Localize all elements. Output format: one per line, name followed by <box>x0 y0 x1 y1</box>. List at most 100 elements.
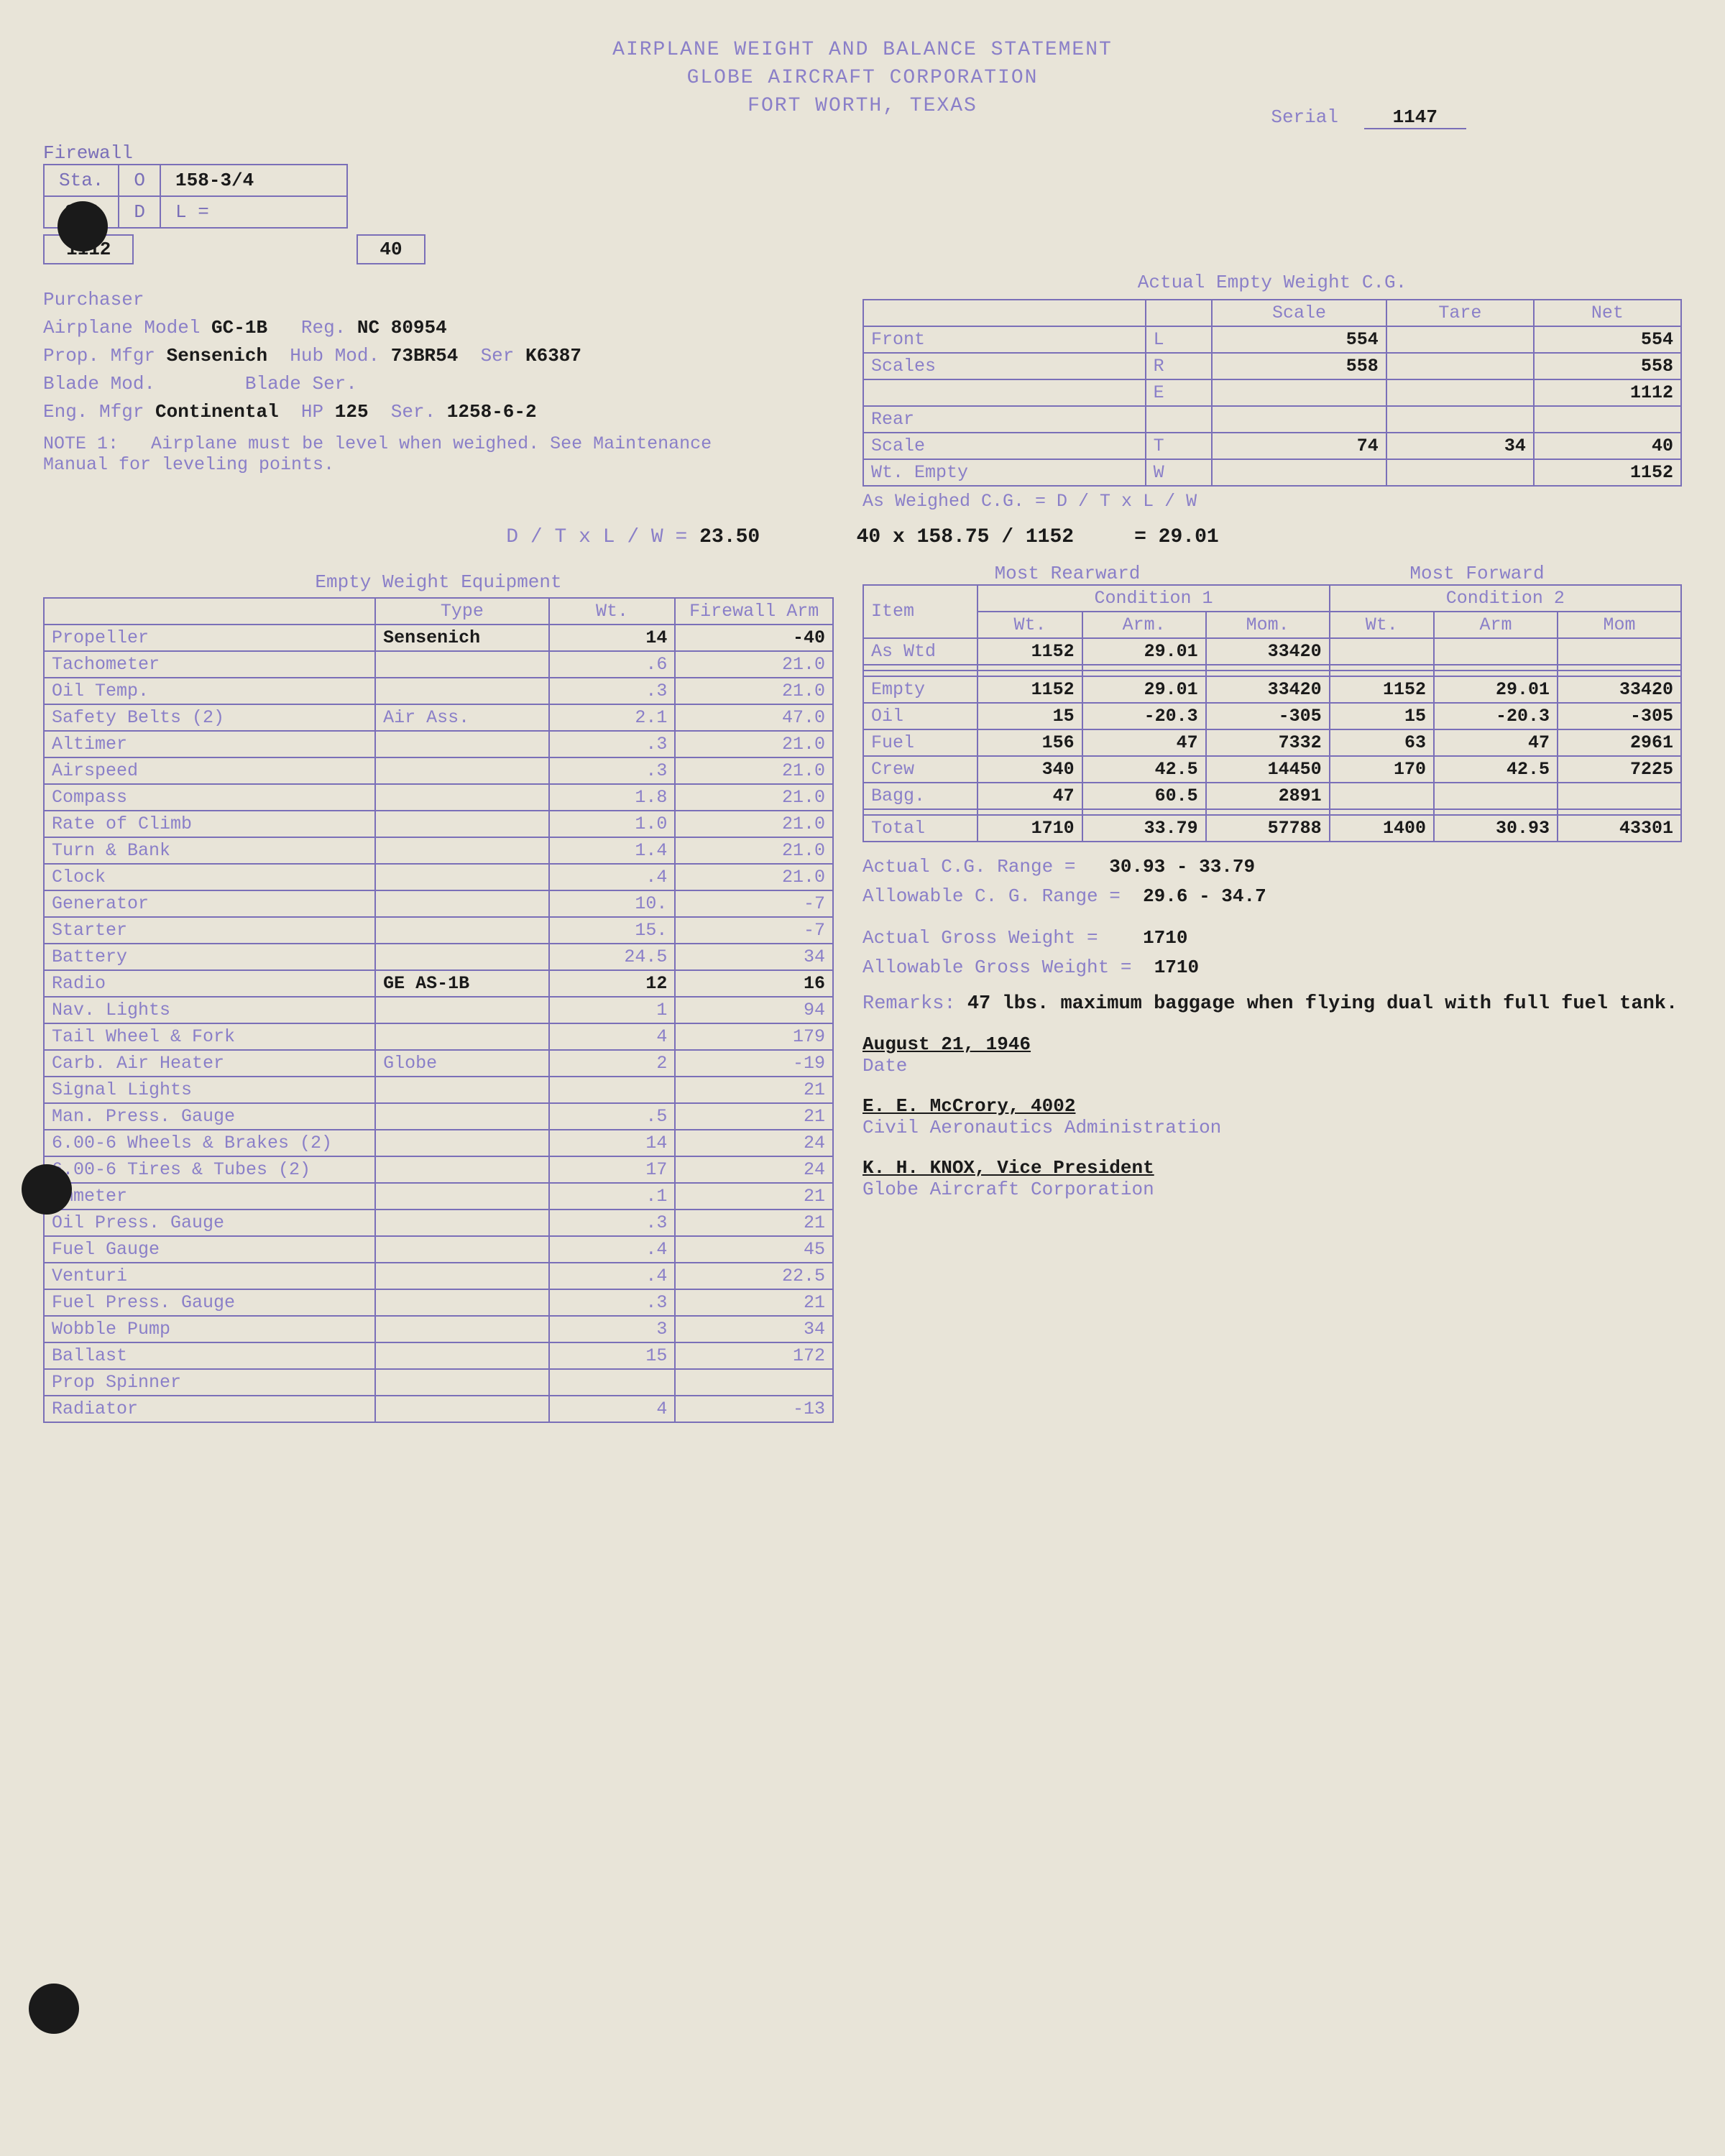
equipment-cell <box>549 1369 676 1396</box>
note-section: NOTE 1: Airplane must be level when weig… <box>43 433 762 475</box>
equipment-row: Compass1.821.0 <box>44 784 833 811</box>
equipment-cell <box>375 917 549 944</box>
equipment-cell: 2.1 <box>549 704 676 731</box>
condition-cell: Oil <box>863 703 978 729</box>
condition-cell: As Wtd <box>863 638 978 665</box>
condition-row <box>863 665 1681 671</box>
punch-hole <box>58 201 108 252</box>
bladeser-label: Blade Ser. <box>245 373 357 395</box>
equipment-cell: Ammeter <box>44 1183 375 1210</box>
signature-1: E. E. McCrory, 4002 Civil Aeronautics Ad… <box>862 1095 1682 1138</box>
cg-cell: 74 <box>1212 433 1386 459</box>
equipment-cell: Wobble Pump <box>44 1316 375 1342</box>
actual-cg-value: 30.93 - 33.79 <box>1109 856 1255 877</box>
equipment-cell: -7 <box>675 917 833 944</box>
equipment-cell <box>375 811 549 837</box>
allow-gw-value: 1710 <box>1154 957 1199 978</box>
condition-cell: 47 <box>1434 729 1558 756</box>
equipment-row: Venturi.422.5 <box>44 1263 833 1289</box>
condition-cell <box>1206 665 1330 671</box>
equipment-cell: Rate of Climb <box>44 811 375 837</box>
equipment-cell: -7 <box>675 890 833 917</box>
cg-cell: Scale <box>863 433 1146 459</box>
cg-cell <box>863 379 1146 406</box>
condition-cell: 33420 <box>1206 638 1330 665</box>
cg-cell <box>1212 459 1386 486</box>
cg-row: E1112 <box>863 379 1681 406</box>
equipment-row: Man. Press. Gauge.521 <box>44 1103 833 1130</box>
serial-value: 1147 <box>1364 106 1466 129</box>
equipment-row: Turn & Bank1.421.0 <box>44 837 833 864</box>
condition-cell: 340 <box>978 756 1082 783</box>
equipment-cell: 21.0 <box>675 731 833 757</box>
equipment-row: Tachometer.621.0 <box>44 651 833 678</box>
equipment-row: Altimer.321.0 <box>44 731 833 757</box>
condition-cell: 156 <box>978 729 1082 756</box>
equipment-cell <box>375 1369 549 1396</box>
equipment-cell: Oil Temp. <box>44 678 375 704</box>
condition-cell: -20.3 <box>1082 703 1206 729</box>
equipment-cell <box>375 997 549 1023</box>
condition-row: Empty115229.0133420115229.0133420 <box>863 676 1681 703</box>
equipment-cell: Prop Spinner <box>44 1369 375 1396</box>
equipment-row: Fuel Gauge.445 <box>44 1236 833 1263</box>
equipment-cell: 15. <box>549 917 676 944</box>
equipment-row: Battery24.534 <box>44 944 833 970</box>
equipment-cell: Clock <box>44 864 375 890</box>
equipment-cell <box>375 757 549 784</box>
condition-row: Bagg.4760.52891 <box>863 783 1681 809</box>
equipment-cell <box>375 944 549 970</box>
equipment-cell: 24 <box>675 1130 833 1156</box>
equipment-cell: .6 <box>549 651 676 678</box>
equipment-cell: 10. <box>549 890 676 917</box>
equipment-row: Carb. Air HeaterGlobe2-19 <box>44 1050 833 1077</box>
equipment-cell: 17 <box>549 1156 676 1183</box>
cg-row: ScaleT743440 <box>863 433 1681 459</box>
equipment-cell: Signal Lights <box>44 1077 375 1103</box>
cg-cell <box>1386 379 1534 406</box>
cg-header-row: Scale Tare Net <box>863 300 1681 326</box>
equipment-cell: 47.0 <box>675 704 833 731</box>
conditions-header: Most Rearward Most Forward <box>862 563 1682 584</box>
equipment-cell <box>375 1130 549 1156</box>
condition-cell: 2961 <box>1558 729 1681 756</box>
equipment-row: Prop Spinner <box>44 1369 833 1396</box>
engser-value: 1258-6-2 <box>447 401 537 423</box>
condition-cell: Total <box>863 815 978 842</box>
equipment-cell <box>375 1236 549 1263</box>
condition-row: Crew34042.51445017042.57225 <box>863 756 1681 783</box>
condition-cell: 33420 <box>1558 676 1681 703</box>
equipment-cell: .3 <box>549 678 676 704</box>
equipment-cell <box>375 784 549 811</box>
condition-cell <box>863 665 978 671</box>
equipment-cell: 12 <box>549 970 676 997</box>
condition-cell <box>1330 638 1434 665</box>
note-label: NOTE 1: <box>43 433 119 454</box>
sta-label: Sta. <box>44 165 119 196</box>
condition-cell <box>1558 809 1681 815</box>
equipment-cell: 14 <box>549 1130 676 1156</box>
actual-gw-label: Actual Gross Weight = <box>862 927 1098 949</box>
equipment-cell: 21 <box>675 1077 833 1103</box>
calc-result2: = 29.01 <box>1134 526 1219 548</box>
cg-cell: 34 <box>1386 433 1534 459</box>
cg-cell <box>1386 459 1534 486</box>
reg-label: Reg. <box>301 317 346 338</box>
allow-cg-label: Allowable C. G. Range = <box>862 885 1121 907</box>
equipment-cell <box>375 731 549 757</box>
cg-cell: E <box>1146 379 1213 406</box>
remarks-section: Remarks: 47 lbs. maximum baggage when fl… <box>862 993 1682 1015</box>
condition-cell: 1710 <box>978 815 1082 842</box>
equipment-row: Signal Lights 21 <box>44 1077 833 1103</box>
cg-cell: 1152 <box>1534 459 1681 486</box>
rear-label: Most Rearward <box>862 563 1272 584</box>
condition-cell: 42.5 <box>1082 756 1206 783</box>
equipment-cell: Oil Press. Gauge <box>44 1210 375 1236</box>
equipment-cell: 3 <box>549 1316 676 1342</box>
equipment-cell: Starter <box>44 917 375 944</box>
condition-cell: 170 <box>1330 756 1434 783</box>
condition-cell <box>1434 638 1558 665</box>
purchaser-label: Purchaser <box>43 289 144 310</box>
equipment-row: Oil Temp. .321.0 <box>44 678 833 704</box>
equipment-cell: 21.0 <box>675 678 833 704</box>
